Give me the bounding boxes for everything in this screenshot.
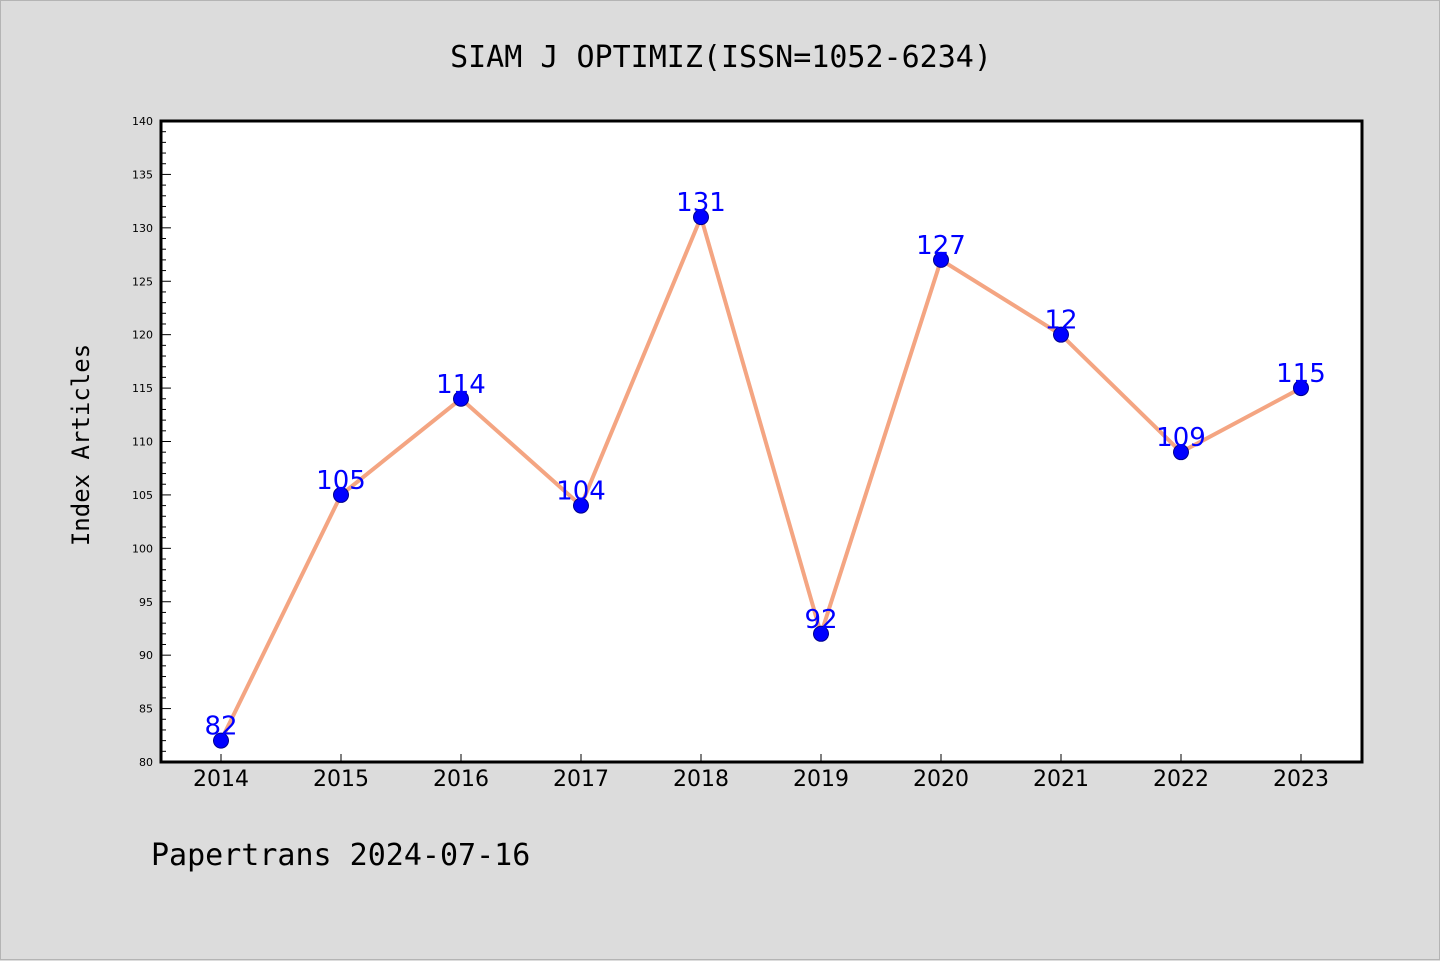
x-tick-label: 2014 <box>193 767 249 792</box>
y-tick-label: 140 <box>132 115 153 128</box>
x-tick-label: 2016 <box>433 767 489 792</box>
y-tick-label: 95 <box>139 596 153 609</box>
y-tick-label: 105 <box>132 489 153 502</box>
data-label: 127 <box>916 231 966 261</box>
y-tick-label: 90 <box>139 649 153 662</box>
data-point <box>1173 444 1189 461</box>
data-point <box>213 732 229 749</box>
data-label: 104 <box>556 477 606 507</box>
data-label: 115 <box>1276 359 1326 389</box>
y-tick-label: 80 <box>139 756 153 769</box>
chart-title: SIAM J OPTIMIZ(ISSN=1052-6234) <box>450 40 992 75</box>
x-tick-label: 2022 <box>1153 767 1209 792</box>
y-tick-label: 135 <box>132 168 153 181</box>
data-label: 109 <box>1156 423 1206 453</box>
data-point <box>453 390 469 407</box>
y-tick-label: 115 <box>132 382 153 395</box>
data-point <box>1293 380 1309 397</box>
data-label: 114 <box>436 370 486 400</box>
y-tick-label: 110 <box>132 436 153 449</box>
footer-text: Papertrans 2024-07-16 <box>151 838 530 873</box>
data-label-layer: 82 105 114 104 131 92 127 12 109 115 <box>204 188 1325 741</box>
x-tick-label: 2017 <box>553 767 609 792</box>
x-tick-label: 2020 <box>913 767 969 792</box>
x-tick-label: 2023 <box>1273 767 1329 792</box>
data-label: 92 <box>804 605 837 635</box>
data-label: 105 <box>316 466 366 496</box>
x-axis-ticks: 2014 2015 2016 2017 2018 2019 2020 2021 2022 2023 <box>193 754 1329 792</box>
data-point <box>333 486 349 503</box>
x-tick-label: 2018 <box>673 767 729 792</box>
data-label: 131 <box>676 188 726 218</box>
y-tick-label: 85 <box>139 703 153 716</box>
series-layer <box>213 209 1309 749</box>
data-point <box>813 625 829 642</box>
y-axis-ticks: 80 85 90 95 100 105 110 115 120 125 130 135 140 <box>132 115 171 769</box>
plot-border <box>159 119 1364 764</box>
data-label: 82 <box>204 712 237 742</box>
plot-area <box>161 121 1362 762</box>
y-tick-label: 125 <box>132 275 153 288</box>
x-tick-label: 2019 <box>793 767 849 792</box>
y-axis-label: Index Articles <box>67 344 95 546</box>
data-point <box>933 251 949 268</box>
y-tick-label: 130 <box>132 222 153 235</box>
series-line <box>219 211 1302 742</box>
data-point <box>1053 326 1069 343</box>
y-tick-label: 120 <box>132 329 153 342</box>
x-tick-label: 2015 <box>313 767 369 792</box>
data-label: 12 <box>1044 306 1077 336</box>
x-tick-label: 2021 <box>1033 767 1089 792</box>
data-point <box>573 497 589 514</box>
y-tick-label: 100 <box>132 542 153 555</box>
data-point <box>693 209 709 226</box>
